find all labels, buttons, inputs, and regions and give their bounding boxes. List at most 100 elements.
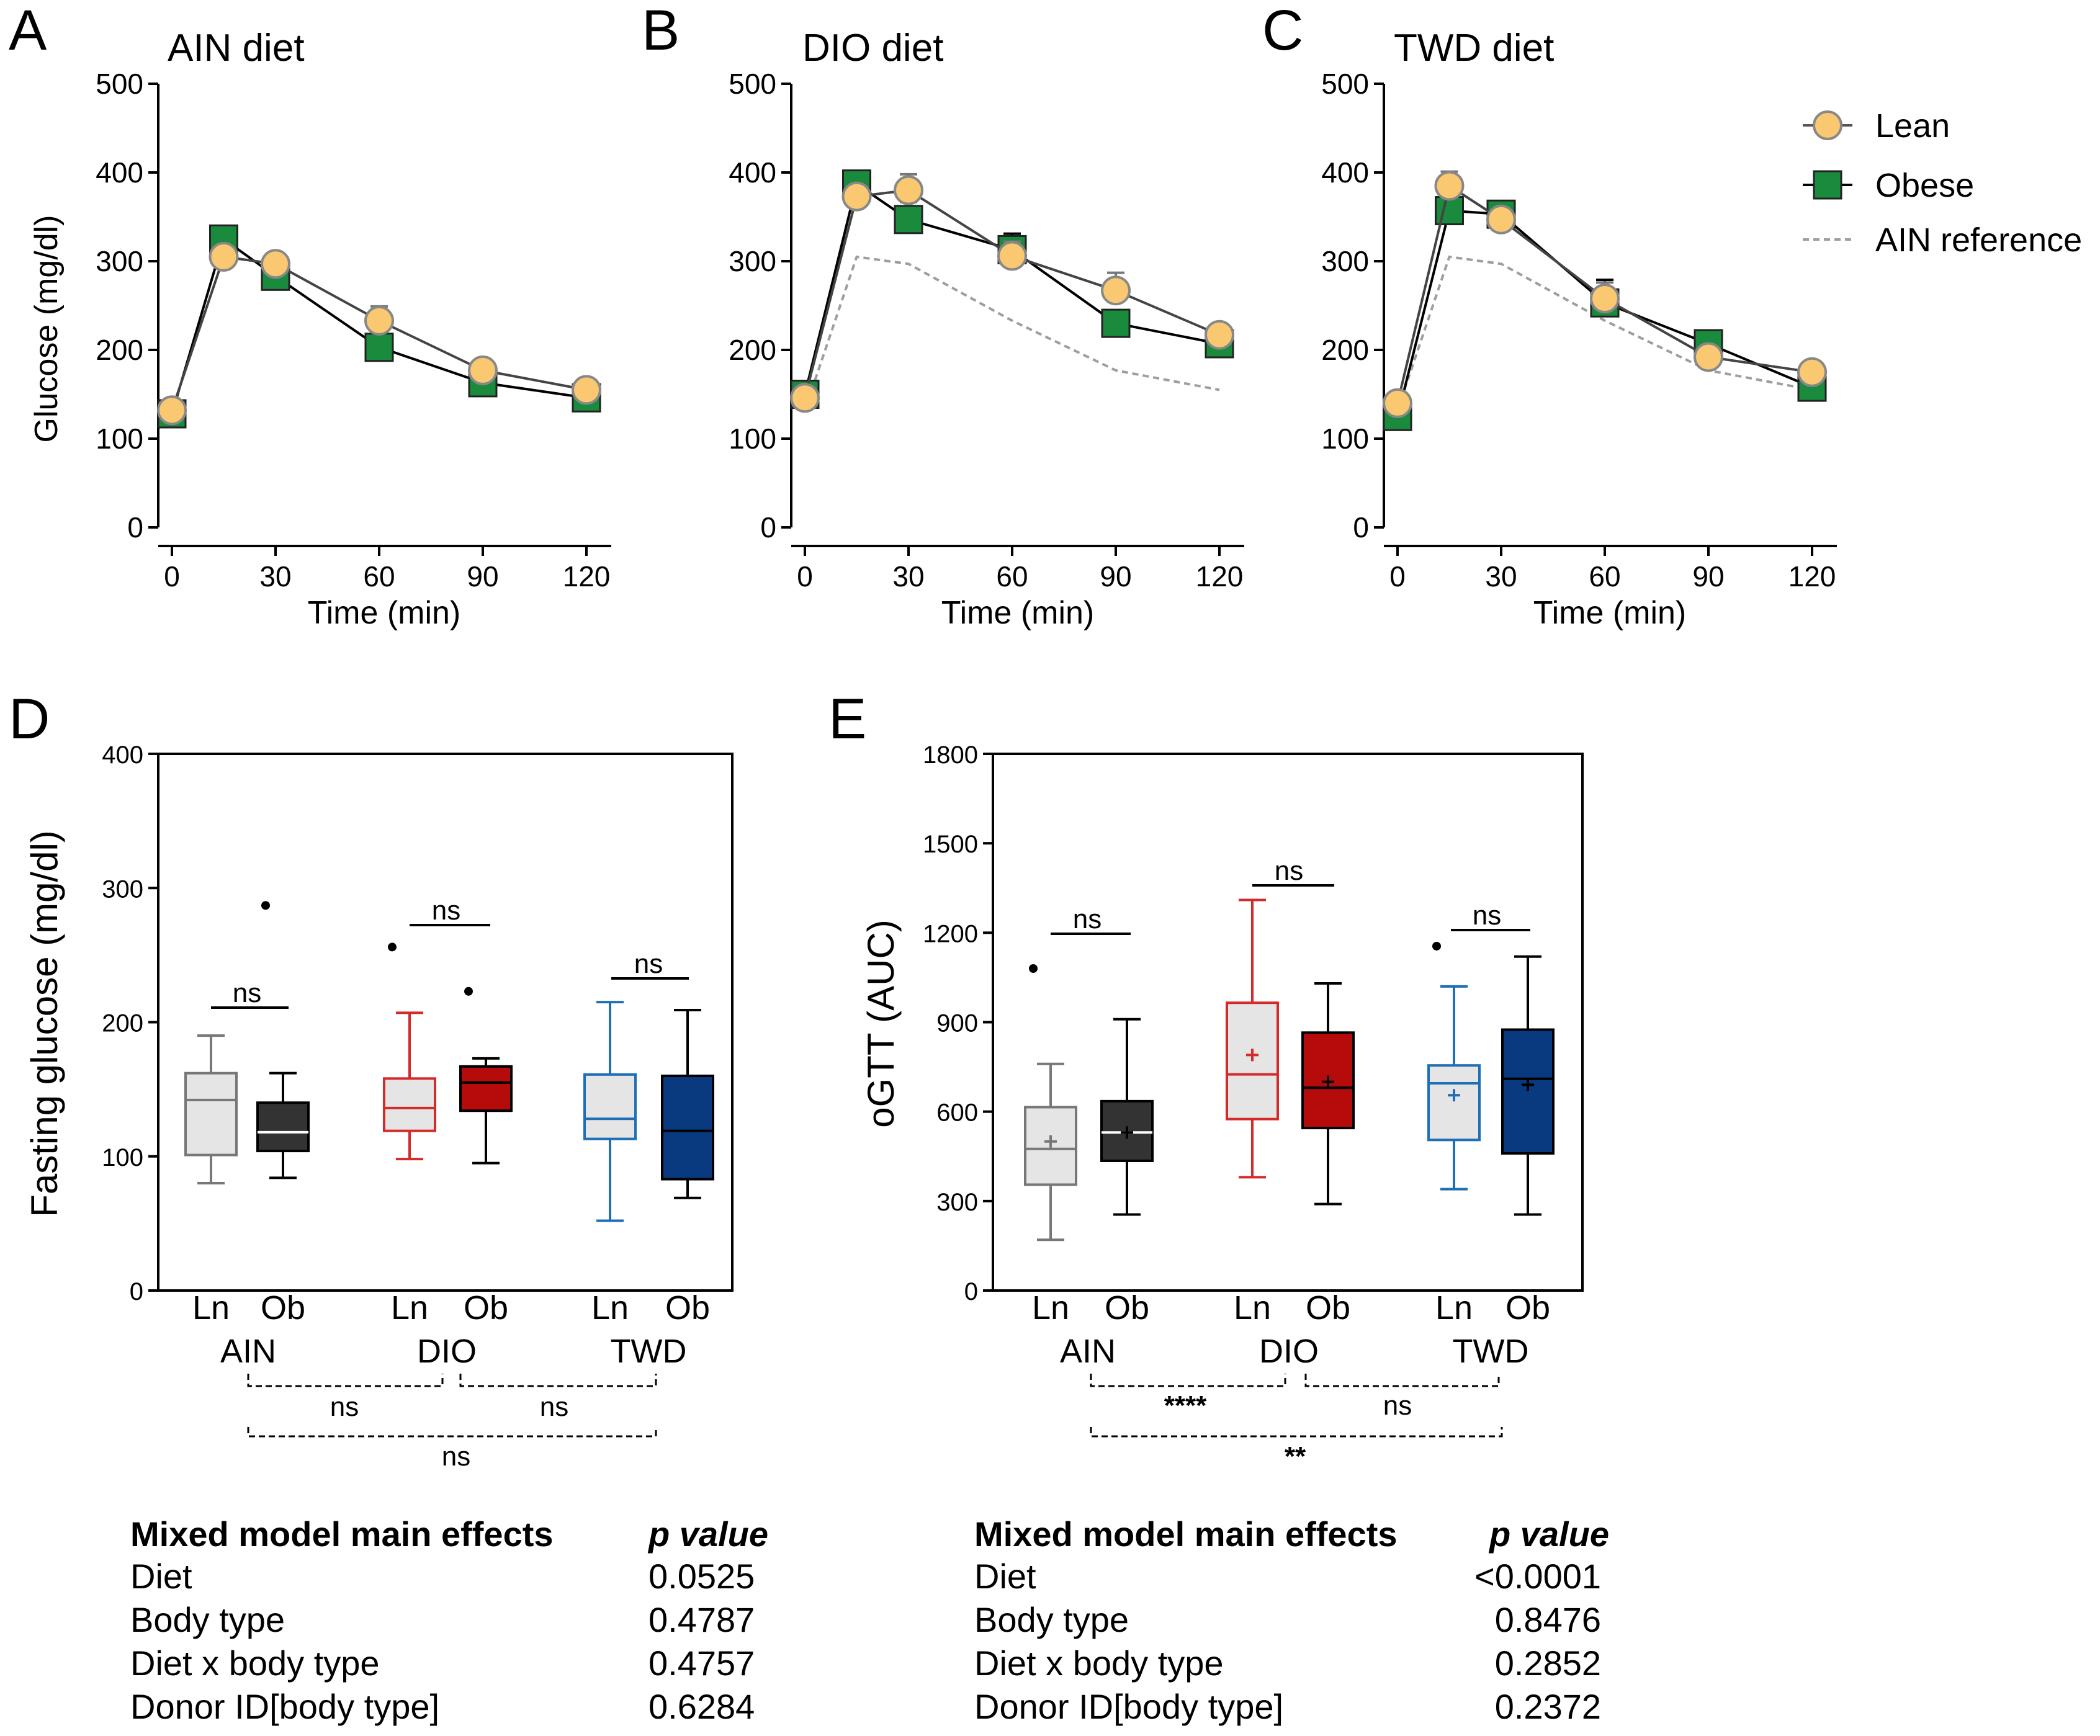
panel-e-brackets — [1090, 1374, 1503, 1438]
series-line-lean — [171, 255, 587, 411]
series-line-lean — [804, 189, 1220, 398]
box-ain-ln — [184, 1072, 238, 1157]
panel-d-ob-dio: Ob — [464, 1289, 508, 1327]
panel-d-sig-dio: ns — [432, 895, 460, 926]
panel-label-d: D — [9, 687, 50, 751]
table-d-p-header: p value — [647, 1515, 768, 1554]
table-e-effect-0: Diet — [974, 1557, 1036, 1596]
obese-point — [364, 333, 394, 362]
within-diet-lines — [211, 884, 1530, 1009]
table-d: Mixed model main effects p value Diet 0.… — [130, 1515, 768, 1726]
panel-d-group-twd: TWD — [611, 1333, 687, 1370]
y-tick-label: 400 — [102, 741, 143, 769]
table-d-header: Mixed model main effects — [130, 1515, 554, 1554]
panel-d-sig-ain-twd: ns — [442, 1441, 470, 1472]
table-e-p-1: 0.8476 — [1495, 1600, 1601, 1639]
series-line-lean — [1396, 184, 1813, 404]
series-line-ain-reference — [804, 255, 1220, 411]
panel-a-xlabel: Time (min) — [308, 595, 461, 631]
y-tick-label: 900 — [936, 1010, 978, 1037]
y-tick-label: 200 — [1321, 334, 1369, 366]
panel-b-title: DIO diet — [802, 27, 943, 69]
table-d-effect-0: Diet — [130, 1557, 192, 1596]
table-e-p-2: 0.2852 — [1495, 1644, 1601, 1683]
x-tick-label: 60 — [996, 560, 1028, 593]
obese-point — [1101, 308, 1131, 338]
x-tick-label: 30 — [259, 560, 291, 593]
chart-panel-c: 0 100 200 300 400 500 0 30 60 90 120 — [1321, 68, 1837, 593]
y-tick-label: 400 — [96, 156, 143, 189]
x-tick-label: 90 — [467, 560, 498, 593]
y-tick-label: 300 — [936, 1189, 978, 1216]
panel-e-bracket-dio-twd — [1304, 1374, 1500, 1387]
panel-label-c: C — [1262, 0, 1303, 62]
obese-point — [894, 205, 923, 235]
panel-b-xlabel: Time (min) — [941, 595, 1095, 631]
plot-frame — [157, 753, 734, 1292]
outlier-point — [464, 987, 473, 996]
y-tick-label: 100 — [729, 423, 776, 455]
table-e-header: Mixed model main effects — [974, 1515, 1398, 1554]
lean-point — [790, 383, 820, 413]
panel-e-ln-dio: Ln — [1234, 1289, 1271, 1327]
table-d-effect-1: Body type — [130, 1600, 285, 1639]
panel-e-ob-twd: Ob — [1505, 1289, 1550, 1327]
table-d-effect-2: Diet x body type — [130, 1644, 380, 1683]
obese-point — [1435, 195, 1464, 225]
panel-d-sig-ain-dio: ns — [330, 1392, 359, 1422]
panel-d-ylabel: Fasting glucose (mg/dl) — [24, 830, 65, 1217]
panel-e-group-twd: TWD — [1453, 1333, 1529, 1370]
y-tick-label: 200 — [96, 334, 143, 366]
x-tick-label: 0 — [164, 560, 180, 593]
y-tick-label: 300 — [102, 875, 143, 903]
lean-point — [157, 395, 187, 426]
lean-point — [1383, 388, 1412, 418]
panel-d-bracket-ain-twd — [247, 1427, 657, 1438]
x-tick-label: 30 — [892, 560, 924, 593]
legend-ref-label: AIN reference — [1875, 221, 2082, 259]
series-line-obese — [804, 182, 1220, 395]
box-dio-ob — [459, 1065, 513, 1112]
outlier-point — [1432, 941, 1441, 951]
lean-point — [841, 181, 872, 212]
legend-obese-label: Obese — [1875, 167, 1974, 204]
panel-e-group-ain: AIN — [1060, 1333, 1116, 1370]
y-tick-label: 500 — [1321, 68, 1369, 100]
chart-panel-a: 0 100 200 300 400 500 0 30 60 90 120 — [96, 68, 611, 593]
panel-e-ln-twd: Ln — [1435, 1289, 1473, 1327]
y-tick-label: 500 — [729, 68, 776, 100]
plot-frame — [992, 753, 1584, 1292]
panel-e-group-dio: DIO — [1259, 1333, 1319, 1370]
y-tick-label: 400 — [1321, 156, 1369, 189]
legend-lean-label: Lean — [1875, 107, 1950, 145]
panel-a-title: AIN diet — [168, 27, 305, 69]
panel-d-brackets — [247, 1374, 657, 1438]
box-ain-ob — [256, 1101, 310, 1153]
legend-lean-marker — [1813, 110, 1842, 140]
panel-e-sig-ain-twd: ** — [1285, 1441, 1306, 1472]
panel-d-ln-twd: Ln — [591, 1289, 629, 1327]
y-tick-label: 100 — [1321, 423, 1369, 455]
legend-obese-marker — [1813, 170, 1842, 200]
x-tick-label: 120 — [1788, 560, 1836, 593]
y-tick-label: 500 — [96, 68, 143, 100]
panel-e-ob-ain: Ob — [1105, 1289, 1149, 1327]
y-tick-label: 300 — [729, 245, 776, 277]
y-tick-label: 200 — [729, 334, 776, 366]
table-e-effect-2: Diet x body type — [974, 1644, 1224, 1683]
panel-e-sig-dio: ns — [1275, 856, 1303, 886]
legend: Lean Obese AIN reference — [1803, 107, 2082, 259]
table-d-effect-3: Donor ID[body type] — [130, 1687, 439, 1726]
table-d-p-0: 0.0525 — [648, 1557, 755, 1596]
table-d-p-3: 0.6284 — [648, 1687, 755, 1726]
x-tick-label: 60 — [1589, 560, 1620, 593]
x-tick-label: 120 — [1196, 560, 1244, 593]
lean-point — [894, 175, 923, 205]
table-e-p-header: p value — [1488, 1515, 1609, 1554]
panel-d-group-dio: DIO — [417, 1333, 477, 1370]
x-tick-label: 60 — [363, 560, 395, 593]
panel-e-sig-ain-dio: **** — [1164, 1390, 1207, 1421]
y-tick-label: 300 — [1321, 245, 1369, 277]
y-tick-label: 1500 — [923, 831, 978, 858]
